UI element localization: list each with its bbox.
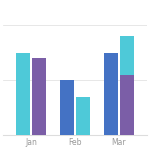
Bar (32, 58, 46, 135)
Bar (16, 52, 30, 135)
Bar (60, 80, 74, 135)
Bar (120, 75, 134, 135)
Bar (104, 52, 118, 135)
Bar (76, 97, 90, 135)
Bar (120, 36, 134, 75)
